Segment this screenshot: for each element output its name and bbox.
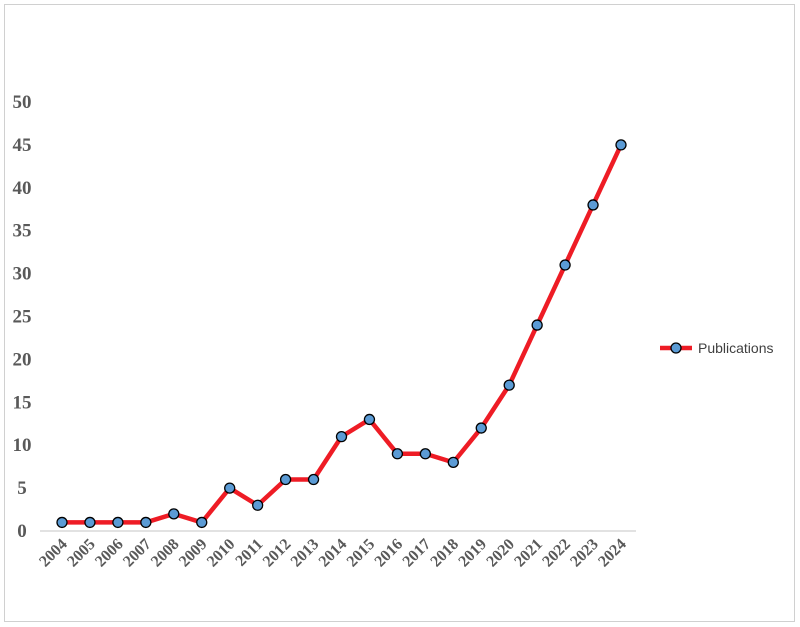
y-tick-label: 20 (13, 349, 32, 370)
x-tick-label: 2016 (372, 536, 407, 571)
x-tick-label: 2006 (92, 536, 127, 571)
x-tick-label: 2005 (64, 536, 99, 571)
y-tick-label: 25 (13, 307, 32, 328)
x-tick-label: 2014 (316, 536, 351, 571)
data-point (168, 508, 180, 520)
x-tick-label: 2011 (232, 536, 266, 570)
x-tick-label: 2023 (567, 536, 602, 571)
x-tick-label: 2007 (120, 536, 155, 571)
y-tick-label: 50 (13, 92, 32, 113)
x-tick-label: 2013 (288, 536, 323, 571)
x-tick-label: 2012 (260, 536, 295, 571)
data-point (112, 516, 124, 529)
data-point (363, 413, 376, 426)
data-point (447, 456, 459, 469)
data-point (587, 199, 599, 211)
chart-frame (4, 4, 795, 622)
data-point (279, 473, 292, 486)
x-tick-label: 2022 (539, 536, 574, 571)
data-point (224, 482, 236, 494)
x-tick-label: 2009 (176, 536, 211, 571)
x-tick-label: 2020 (483, 536, 518, 571)
series-line (62, 143, 624, 525)
y-tick-label: 0 (17, 521, 27, 542)
data-point (503, 379, 515, 391)
y-tick-label: 5 (17, 478, 27, 499)
data-point (531, 319, 543, 331)
y-tick-label: 30 (13, 264, 32, 285)
y-tick-label: 35 (13, 221, 32, 242)
data-point (391, 448, 404, 460)
x-tick-label: 2004 (36, 536, 71, 571)
legend-label: Publications (698, 340, 774, 356)
y-tick-label: 15 (13, 392, 32, 413)
y-tick-label: 45 (13, 135, 32, 156)
data-point (56, 516, 68, 529)
legend-marker (670, 342, 682, 354)
data-point (419, 448, 432, 460)
x-tick-label: 2015 (344, 536, 379, 571)
x-tick-label: 2018 (427, 536, 462, 571)
data-point (475, 422, 487, 434)
data-point (335, 430, 348, 443)
x-tick-label: 2010 (204, 536, 239, 571)
legend: Publications (660, 340, 774, 356)
data-point (140, 516, 152, 529)
data-point (559, 259, 571, 271)
data-point (307, 473, 320, 486)
data-point (196, 516, 208, 529)
x-tick-label: 2017 (400, 536, 435, 571)
y-tick-label: 40 (13, 178, 32, 199)
data-point (615, 139, 627, 151)
x-tick-label: 2021 (511, 536, 546, 571)
x-tick-label: 2024 (595, 536, 630, 571)
x-tick-label: 2008 (148, 536, 183, 571)
y-tick-label: 10 (13, 435, 32, 456)
data-point (84, 516, 96, 529)
x-tick-label: 2019 (455, 536, 490, 571)
data-point (251, 499, 264, 511)
